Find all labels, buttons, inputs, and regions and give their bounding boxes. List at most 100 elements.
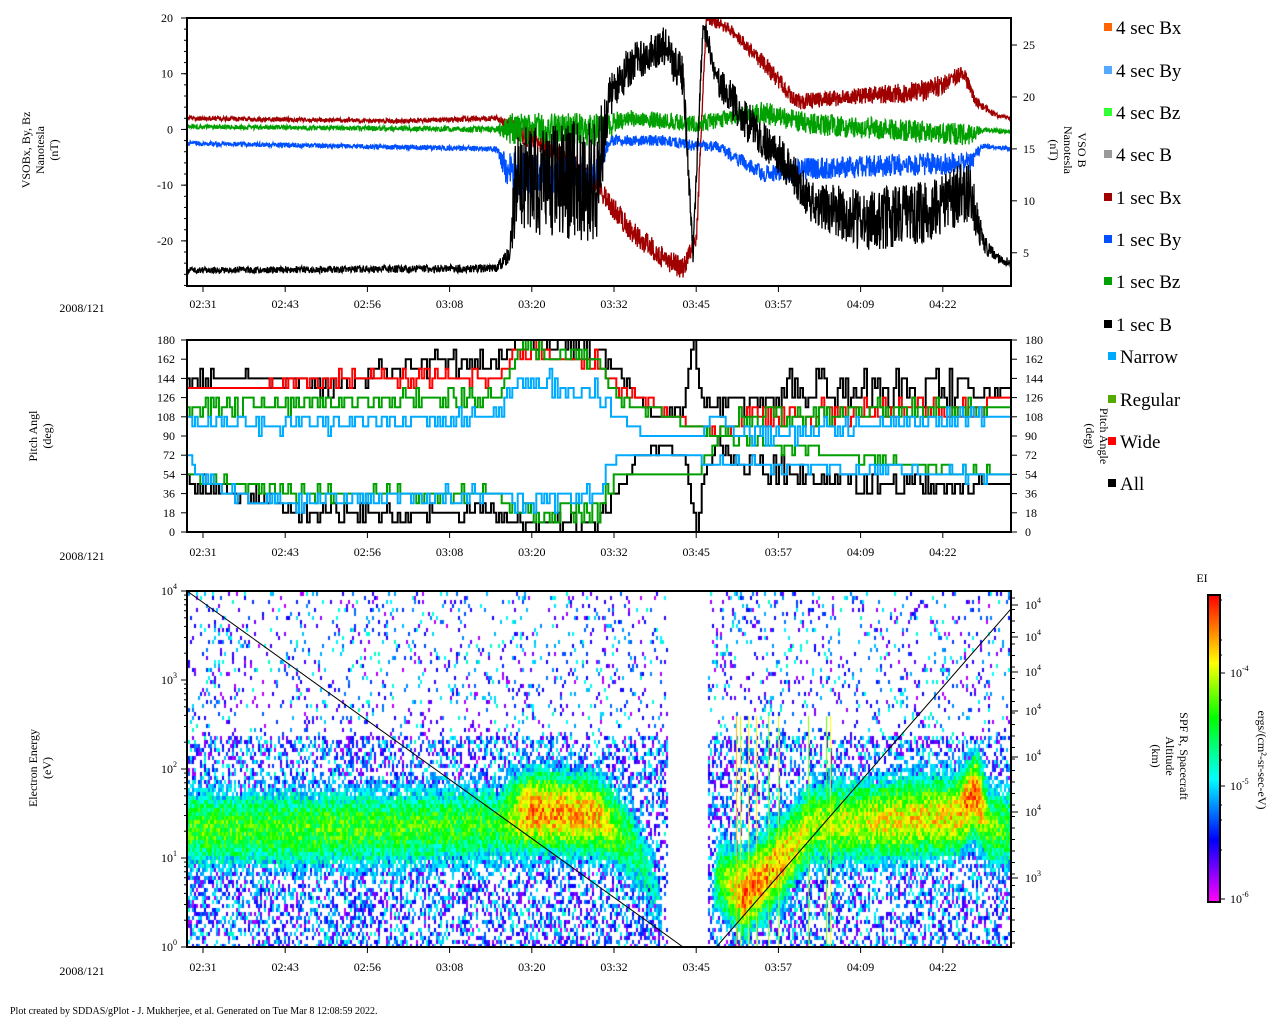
pitch-line-narrow-upper	[187, 367, 1011, 447]
y-axis-label-energy-line: Electron Energy	[26, 729, 40, 807]
legend-swatch	[1104, 235, 1112, 243]
altitude-tick-label: 104	[1025, 803, 1041, 819]
colorbar	[1207, 594, 1221, 903]
footer-credit: Plot created by SDDAS/gPlot - J. Mukherj…	[10, 1006, 377, 1017]
time-tick-label: 03:45	[683, 545, 710, 559]
time-tick-label: 02:43	[272, 545, 299, 559]
y-axis-label-bfield-line: (nT)	[47, 139, 61, 160]
legend-item: 4 sec Bz	[1104, 103, 1180, 124]
legend-swatch	[1104, 66, 1112, 74]
legend-swatch	[1104, 320, 1112, 328]
legend-label: Wide	[1120, 432, 1160, 453]
time-tick-label: 03:20	[518, 545, 545, 559]
time-tick-label: 03:08	[436, 297, 463, 311]
time-tick-label: 03:57	[765, 297, 792, 311]
axes: 02:31 02:43 02:56 03:08 03:20 03:32 03:45 03:57…	[19, 11, 1269, 978]
legend-item: Regular	[1108, 390, 1181, 411]
legend-label: Narrow	[1120, 347, 1178, 368]
colorbar-tick-label: 10-4	[1230, 664, 1249, 680]
y-tick-label: 103	[161, 671, 177, 687]
pitch-line-narrow-lower	[187, 454, 1011, 514]
legend-item: All	[1108, 474, 1144, 495]
time-tick-label: 03:45	[683, 960, 710, 974]
panel-frame	[186, 590, 1012, 948]
time-tick-label: 04:22	[929, 545, 956, 559]
time-tick-label: 04:09	[847, 545, 874, 559]
legend-label: 4 sec By	[1116, 61, 1182, 82]
y-tick-label: 72	[163, 448, 175, 462]
legend-label: 1 sec By	[1116, 230, 1182, 251]
y-tick-label: 102	[161, 760, 177, 776]
y-axis-label-altitude-line: (km)	[1149, 744, 1163, 767]
legend-swatch	[1108, 395, 1116, 403]
y-right-tick-label: 0	[1025, 525, 1031, 539]
legend-label: 1 sec Bx	[1116, 188, 1182, 209]
y-tick-label: 162	[157, 352, 175, 366]
y-tick-label: 101	[161, 849, 177, 865]
y-right-tick-label: 5	[1023, 246, 1029, 260]
y-axis-label-b-magnitude-line: (nT)	[1047, 139, 1061, 160]
time-tick-label: 03:20	[518, 960, 545, 974]
series-line-1-sec-b	[186, 24, 1011, 276]
y-axis-label-altitude-line: SPF R, Spacecraft	[1177, 712, 1191, 800]
y-tick-label: -20	[157, 234, 173, 248]
y-axis-label-energy: Electron Energy (eV)	[26, 729, 54, 807]
y-axis-label-pitch-right-line: Pitch Angle	[1097, 408, 1111, 464]
y-right-tick-label: 162	[1025, 352, 1043, 366]
legend-swatch	[1104, 277, 1112, 285]
y-tick-label: 100	[161, 938, 177, 954]
y-tick-label: -10	[157, 178, 173, 192]
altitude-tick-label: 104	[1025, 663, 1041, 679]
time-tick-label: 03:45	[683, 297, 710, 311]
time-tick-label: 03:57	[765, 545, 792, 559]
legend-item: Narrow	[1108, 347, 1178, 368]
y-axis-label-altitude-line: Altitude	[1163, 736, 1177, 775]
time-tick-label: 02:56	[354, 297, 381, 311]
legend-swatch	[1108, 479, 1116, 487]
pitch-line-all-lower	[187, 435, 1011, 533]
time-tick-label: 03:32	[600, 960, 627, 974]
legend-swatch	[1104, 193, 1112, 201]
date-label: 2008/121	[59, 301, 104, 315]
legend-label: Regular	[1120, 390, 1181, 411]
pitch-angle-panel	[187, 339, 1011, 533]
y-right-tick-label: 72	[1025, 448, 1037, 462]
y-axis-label-pitch-line: Pitch Angl	[26, 410, 40, 462]
time-tick-label: 02:31	[189, 297, 216, 311]
y-tick-label: 10	[161, 67, 173, 81]
legend-label: 1 sec Bz	[1116, 272, 1180, 293]
y-tick-label: 18	[163, 506, 175, 520]
y-tick-label: 126	[157, 391, 175, 405]
y-right-tick-label: 10	[1023, 194, 1035, 208]
legend-item: 4 sec Bx	[1104, 18, 1182, 39]
y-axis-label-pitch-line: (deg)	[40, 423, 54, 448]
time-tick-label: 02:56	[354, 960, 381, 974]
altitude-tick-label: 104	[1025, 628, 1041, 644]
y-right-tick-label: 20	[1023, 90, 1035, 104]
y-axis-label-bfield-line: VSOBx, By, Bz	[19, 112, 33, 189]
y-right-tick-label: 90	[1025, 429, 1037, 443]
y-axis-label-b-magnitude-line: VSO B	[1075, 132, 1089, 167]
y-right-tick-label: 54	[1025, 467, 1037, 481]
y-right-tick-label: 18	[1025, 506, 1037, 520]
y-right-tick-label: 25	[1023, 38, 1035, 52]
pitch-line-regular-lower	[187, 435, 1011, 524]
y-axis-label-b-magnitude-line: Nanotesla	[1061, 126, 1075, 175]
magnetic-field-panel	[186, 17, 1012, 278]
y-tick-label: 54	[163, 467, 175, 481]
legend-swatch	[1104, 150, 1112, 158]
altitude-tick-label: 104	[1025, 702, 1041, 718]
time-tick-label: 02:43	[272, 960, 299, 974]
y-axis-label-bfield: VSOBx, By, Bz Nanotesla (nT)	[19, 112, 61, 189]
altitude-tick-label: 104	[1025, 596, 1041, 612]
pitch-line-wide	[187, 339, 1011, 437]
legend-label: 4 sec Bx	[1116, 18, 1182, 39]
pitch-line-regular-upper	[187, 339, 1011, 437]
y-axis-label-pitch-right: Pitch Angle(deg)	[1083, 408, 1111, 464]
legend-swatch	[1108, 352, 1116, 360]
y-axis-label-pitch: Pitch Angl (deg)	[26, 410, 54, 462]
energy-panel	[186, 590, 1012, 948]
y-tick-label: 0	[169, 525, 175, 539]
